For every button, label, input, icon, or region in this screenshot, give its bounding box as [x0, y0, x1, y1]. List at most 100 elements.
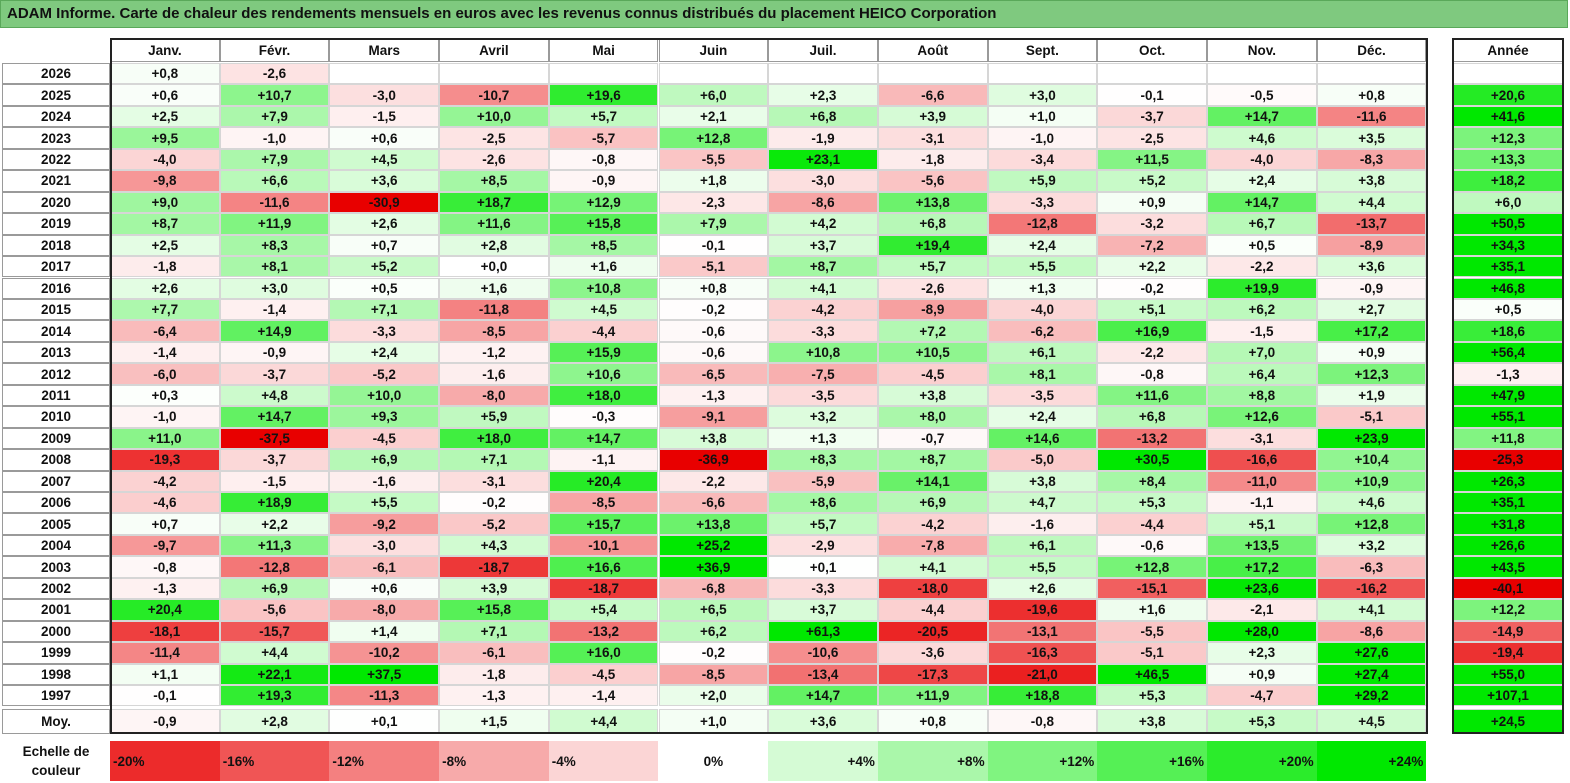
heatmap-cell: -1,6	[329, 470, 440, 492]
row-label-year: 2003	[2, 556, 110, 578]
heatmap-cell: -1,4	[219, 298, 330, 321]
average-cell: +3,6	[768, 708, 878, 734]
heatmap-cell: -4,6	[110, 492, 220, 514]
heatmap-cell: +19,4	[877, 234, 988, 257]
heatmap-cell	[548, 63, 659, 85]
heatmap-cell: -1,6	[987, 513, 1098, 535]
heatmap-cell: +0,6	[329, 127, 440, 149]
heatmap-cell: -0,6	[658, 341, 769, 364]
heatmap-cell: -3,0	[768, 170, 878, 192]
heatmap-cell: +17,2	[1207, 556, 1317, 578]
heatmap-cell: +13,8	[877, 191, 988, 214]
heatmap-cell: -5,0	[987, 449, 1098, 471]
heatmap-cell	[439, 63, 549, 85]
heatmap-cell: +18,9	[219, 492, 330, 514]
heatmap-cell: -2,2	[1207, 256, 1317, 278]
row-label-year: 2014	[2, 320, 110, 342]
heatmap-cell: -9,1	[658, 406, 769, 428]
heatmap-cell: +2,4	[329, 341, 440, 364]
heatmap-cell: -10,2	[329, 642, 440, 664]
heatmap-cell: +8,5	[548, 234, 659, 257]
heatmap-cell: +6,1	[987, 534, 1098, 557]
heatmap-cell: +10,7	[219, 84, 330, 106]
heatmap-cell: -5,1	[1316, 406, 1427, 428]
heatmap-cell: -3,7	[219, 363, 330, 385]
heatmap-cell: -6,4	[110, 320, 220, 342]
heatmap-cell: +0,1	[768, 556, 878, 578]
heatmap-cell: +10,8	[548, 277, 659, 299]
heatmap-cell: +2,5	[110, 105, 220, 128]
heatmap-cell: +0,3	[110, 384, 220, 407]
heatmap-cell: +1,3	[987, 277, 1098, 299]
heatmap-cell: -19,3	[110, 449, 220, 471]
heatmap-cell: +13,8	[658, 513, 769, 535]
heatmap-cell: -0,6	[658, 320, 769, 342]
heatmap-cell: +3,7	[768, 234, 878, 257]
color-scale-step: -12%	[329, 741, 440, 781]
heatmap-cell: +7,9	[658, 213, 769, 235]
heatmap-cell: +5,7	[877, 256, 988, 278]
heatmap-cell: -18,7	[548, 577, 659, 600]
heatmap-cell: -2,6	[439, 148, 549, 171]
month-header: Avril	[439, 38, 549, 62]
heatmap-cell: +1,4	[329, 620, 440, 643]
heatmap-cell: +13,5	[1207, 534, 1317, 557]
heatmap-cell: +0,8	[658, 277, 769, 299]
heatmap-cell: +18,0	[439, 427, 549, 450]
row-label-year: 2004	[2, 534, 110, 557]
heatmap-cell: -1,8	[110, 256, 220, 278]
year-total-cell: +18,2	[1452, 170, 1564, 192]
row-label-year: 2002	[2, 577, 110, 600]
heatmap-cell: -10,6	[768, 642, 878, 664]
heatmap-cell: -0,2	[439, 492, 549, 514]
row-label-year: 2000	[2, 620, 110, 643]
heatmap-cell: +11,6	[1097, 384, 1207, 407]
heatmap-cell: -6,1	[329, 556, 440, 578]
heatmap-cell: +22,1	[219, 663, 330, 686]
heatmap-cell: -18,1	[110, 620, 220, 643]
heatmap-cell: -4,2	[110, 470, 220, 492]
year-total-cell: +13,3	[1452, 148, 1564, 171]
heatmap-cell: +15,9	[548, 341, 659, 364]
heatmap-cell: -8,6	[768, 191, 878, 214]
heatmap-cell: +12,8	[1097, 556, 1207, 578]
chart-title-bar: ADAM Informe. Carte de chaleur des rende…	[0, 0, 1568, 28]
heatmap-cell: +18,8	[987, 685, 1098, 707]
color-scale-step: -8%	[439, 741, 549, 781]
heatmap-cell: -13,1	[987, 620, 1098, 643]
heatmap-cell: -2,1	[1207, 599, 1317, 621]
heatmap-cell: +8,6	[768, 492, 878, 514]
heatmap-cell: +0,7	[329, 234, 440, 257]
heatmap-cell: -5,9	[768, 470, 878, 492]
heatmap-cell: +2,6	[110, 277, 220, 299]
heatmap-cell: +5,5	[987, 556, 1098, 578]
heatmap-cell: +6,2	[658, 620, 769, 643]
heatmap-cell: +10,9	[1316, 470, 1427, 492]
heatmap-cell: -3,1	[877, 127, 988, 149]
heatmap-cell: -6,0	[110, 363, 220, 385]
heatmap-cell: +5,9	[439, 406, 549, 428]
heatmap-cell: +8,3	[768, 449, 878, 471]
row-label-year: 2026	[2, 63, 110, 85]
heatmap-cell: -13,2	[1097, 427, 1207, 450]
heatmap-cell: -21,0	[987, 663, 1098, 686]
heatmap-cell: -11,3	[329, 685, 440, 707]
heatmap-cell: -8,9	[877, 298, 988, 321]
heatmap-cell: -1,3	[658, 384, 769, 407]
heatmap-cell: -37,5	[219, 427, 330, 450]
heatmap-cell: -6,5	[658, 363, 769, 385]
heatmap-cell: -5,1	[658, 256, 769, 278]
year-total-cell: +55,0	[1452, 663, 1564, 686]
heatmap-cell: +6,9	[329, 449, 440, 471]
heatmap-cell: +0,5	[329, 277, 440, 299]
heatmap-cell: -11,4	[110, 642, 220, 664]
year-total-cell: +55,1	[1452, 406, 1564, 428]
heatmap-cell: +11,9	[877, 685, 988, 707]
heatmap-cell: +4,3	[439, 534, 549, 557]
year-total-cell: +6,0	[1452, 191, 1564, 214]
heatmap-cell: +1,9	[1316, 384, 1427, 407]
color-scale-step: -16%	[219, 741, 330, 781]
heatmap-cell	[1097, 63, 1207, 85]
heatmap-cell: +6,6	[219, 170, 330, 192]
